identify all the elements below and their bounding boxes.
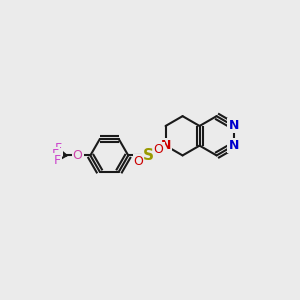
Text: N: N — [160, 139, 171, 152]
Text: N: N — [228, 139, 239, 152]
Text: F: F — [53, 154, 61, 167]
Text: F: F — [52, 148, 59, 161]
Text: O: O — [73, 149, 82, 162]
Text: O: O — [134, 155, 143, 168]
Text: F: F — [55, 142, 62, 155]
Text: N: N — [228, 119, 239, 133]
Text: S: S — [143, 148, 154, 163]
Text: O: O — [154, 143, 164, 156]
